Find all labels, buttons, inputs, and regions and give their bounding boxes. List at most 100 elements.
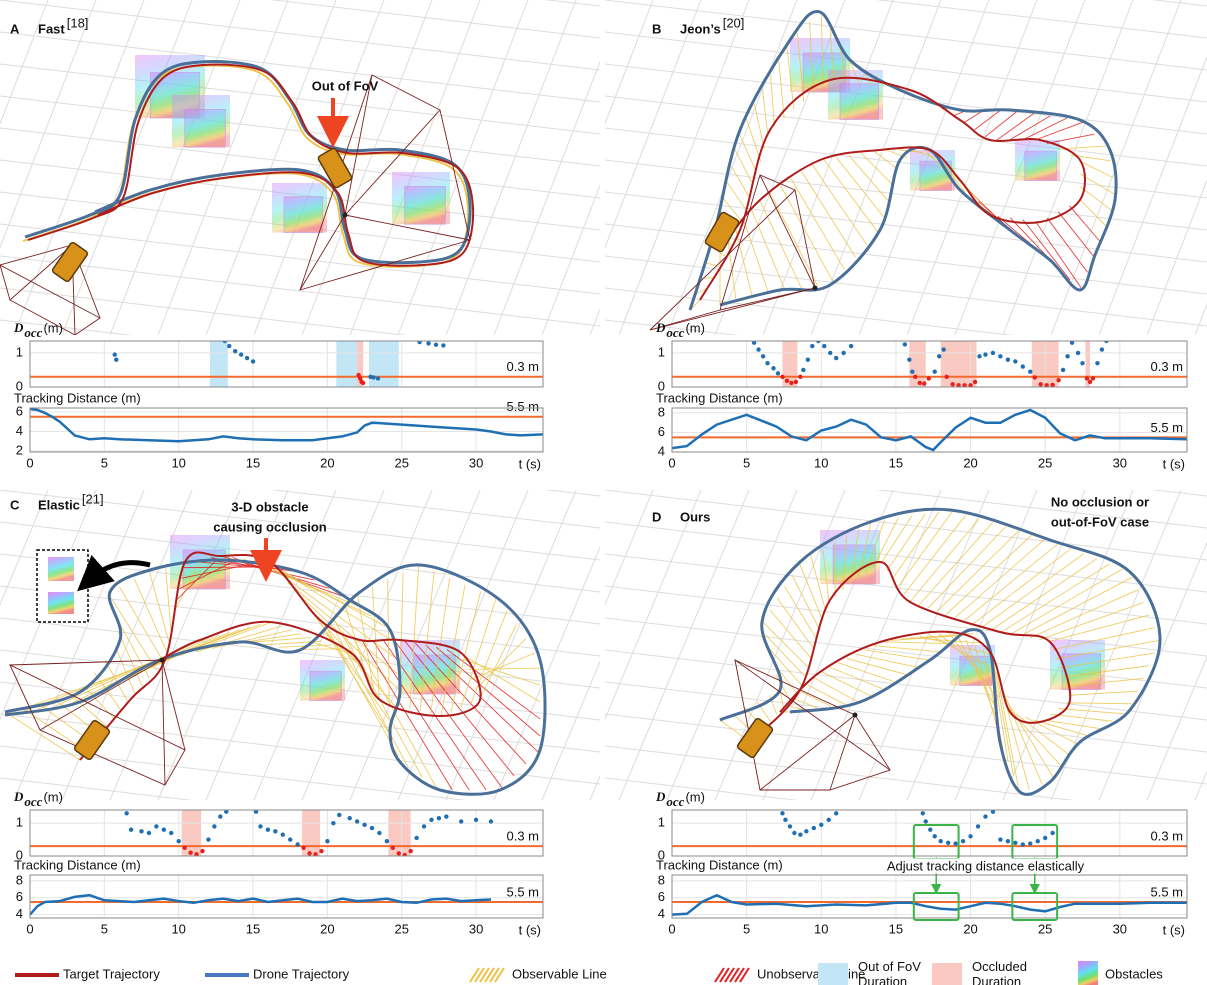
obstacle [184, 109, 226, 148]
x-tick-label: 10 [171, 921, 185, 936]
data-point [828, 350, 833, 356]
drone [852, 712, 858, 718]
data-point [1080, 360, 1085, 366]
floor-grid [858, 490, 990, 800]
floor-grid [605, 521, 1207, 593]
observable-line [784, 586, 818, 640]
data-point [998, 837, 1003, 842]
data-point [968, 834, 973, 839]
floor-grid [605, 745, 1074, 800]
observable-line [1052, 627, 1155, 651]
data-point [780, 811, 785, 816]
data-point [1005, 839, 1011, 844]
legend-label: Duration [858, 974, 907, 985]
y-tick-label: 6 [16, 403, 23, 418]
data-point [139, 829, 144, 834]
data-point [920, 811, 925, 816]
span [357, 341, 364, 387]
obstacle [48, 592, 74, 614]
span [181, 810, 201, 856]
drone-trajectory [688, 9, 1118, 311]
data-point [360, 380, 366, 386]
observable-line [1029, 589, 1139, 639]
data-point [222, 341, 227, 344]
unobservable-line [1069, 205, 1101, 242]
y-axis-label-sub: occ [24, 325, 42, 340]
data-point [369, 825, 375, 831]
floor-grid [445, 0, 577, 335]
data-point [751, 341, 757, 345]
y-tick-label: 0 [16, 847, 23, 862]
observable-line [798, 562, 824, 622]
floor-grid [205, 490, 337, 800]
observable-line [460, 598, 497, 708]
floor-grid [0, 490, 49, 606]
floor-grid [0, 255, 600, 327]
data-point [414, 835, 419, 841]
fov-edge [759, 174, 816, 289]
plot [30, 810, 543, 856]
y-tick-label: 1 [658, 815, 665, 830]
y-tick-label: 1 [16, 815, 23, 830]
y-tick-label: 1 [16, 344, 23, 359]
x-axis-label: t (s) [1163, 922, 1185, 937]
floor-grid [605, 287, 1014, 335]
floor-grid [589, 774, 600, 800]
observable-line [119, 586, 164, 663]
data-point [280, 832, 285, 837]
observable-line [704, 261, 720, 268]
floor-grid [605, 159, 1207, 231]
fov-edge [759, 714, 856, 791]
y-tick-label: 6 [658, 424, 665, 439]
data-point [224, 810, 229, 814]
floor-grid [445, 490, 577, 800]
x-tick-label: 25 [1038, 455, 1052, 470]
span [302, 810, 320, 856]
unobservable-line [179, 561, 233, 590]
data-point [816, 341, 821, 344]
data-point [1065, 354, 1070, 359]
fov-edge [299, 214, 346, 291]
floor-grid [187, 0, 317, 335]
x-tick-label: 30 [1113, 455, 1127, 470]
floor-grid [0, 31, 600, 103]
y-axis-label-sub: occ [24, 794, 42, 809]
legend-label: Unobservable Line [757, 966, 865, 981]
data-point [402, 852, 407, 856]
plot [30, 408, 543, 452]
data-point [233, 349, 238, 354]
data-point [1035, 839, 1040, 844]
scene [187, 0, 1207, 335]
observable-line [903, 514, 967, 595]
observable-line [791, 574, 821, 631]
data-point [169, 830, 174, 836]
floor-grid [605, 63, 1207, 135]
data-point [822, 343, 827, 349]
data-point [441, 343, 446, 348]
annotation: No occlusion or [1051, 494, 1149, 509]
observable-line [457, 651, 541, 703]
unobservable-line [984, 110, 1018, 138]
unobservable-line [425, 644, 539, 753]
data-point [841, 350, 846, 356]
floor-grid [589, 307, 600, 335]
observable-line [734, 149, 754, 186]
x-axis-label: t (s) [519, 456, 541, 471]
observable-line [475, 638, 527, 690]
data-point [301, 845, 306, 850]
observable-line [273, 565, 392, 641]
floor-grid [605, 490, 654, 606]
data-point [128, 827, 134, 832]
observable-line [308, 640, 351, 654]
observable-trace [22, 64, 470, 268]
data-point [1005, 357, 1011, 362]
data-point [206, 837, 211, 842]
floor-grid [0, 521, 600, 593]
floor-grid [331, 0, 461, 335]
y-axis-label: D [13, 789, 24, 804]
data-point [313, 852, 318, 856]
panel-letter: B [652, 21, 661, 36]
plot [672, 875, 1187, 918]
fov-edge [9, 664, 186, 786]
observable-line [1010, 568, 1123, 635]
